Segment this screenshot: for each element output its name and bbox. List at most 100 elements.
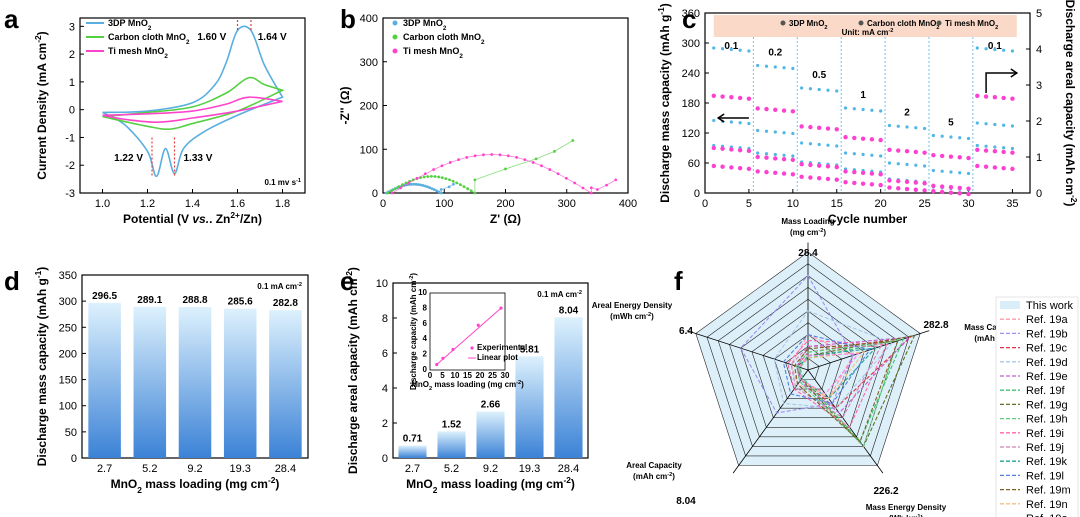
- panel-c-mass-point-0: [861, 107, 865, 112]
- panel-f-series-1: [740, 274, 854, 414]
- panel-c-x-tick-label: 0: [702, 198, 708, 210]
- panel-c-mass-point-1: [966, 171, 971, 176]
- panel-c-mass-point-1: [782, 131, 786, 135]
- panel-c-mass-point-1: [843, 151, 848, 155]
- panel-e-inset-x-tick-label: 25: [488, 371, 497, 380]
- panel-d-y-tick-label: 100: [59, 401, 77, 413]
- panel-a-xlabel: Potential (V vs.. Zn2+/Zn): [123, 210, 262, 226]
- panel-f-legend-10: Ref. 19j: [1026, 442, 1064, 454]
- panel-d-xlabel: MnO2 mass loading (mg cm-2): [111, 475, 280, 495]
- panel-b-legend-swatch-0: [392, 20, 398, 26]
- panel-c-mass-point-2: [1002, 146, 1006, 150]
- panel-c-mass-point-0: [747, 49, 751, 53]
- panel-c-areal-point-2: [860, 181, 866, 186]
- panel-c-mass-point-1: [993, 122, 997, 127]
- panel-c-mass-point-0: [905, 125, 909, 129]
- panel-e-inset-legend-0: Experimental: [477, 343, 527, 352]
- panel-c-areal-point-0: [711, 93, 716, 99]
- panel-c-areal-point-0: [852, 135, 857, 141]
- panel-c-mass-point-1: [747, 121, 751, 126]
- panel-c-areal-point-0: [957, 155, 962, 160]
- panel-c-areal-point-2: [966, 191, 971, 197]
- panel-c-arrow-right: [985, 72, 1017, 93]
- panel-c-y-tick-label: 60: [688, 158, 700, 170]
- panel-f-legend-4: Ref. 19d: [1026, 357, 1068, 369]
- panel-c-areal-point-0: [887, 147, 892, 152]
- panel-c-x-tick-label: 5: [746, 198, 752, 210]
- panel-e-x-tick-label-3: 19.3: [519, 463, 540, 475]
- panel-c-areal-point-1: [948, 185, 954, 190]
- panel-c-areal-point-1: [755, 154, 760, 160]
- panel-e-inset-x-tick-label: 0: [428, 371, 433, 380]
- panel-b-y-tick-label: 300: [360, 57, 378, 69]
- panel-c-areal-point-1: [799, 162, 804, 167]
- panel-c-areal-point-0: [1010, 96, 1015, 101]
- panel-c-legend-band: [713, 15, 1017, 37]
- panel-c-y2-tick-label: 3: [1036, 80, 1042, 92]
- panel-c-rate-label-0: 0.1: [724, 41, 738, 52]
- panel-c-areal-point-0: [975, 93, 980, 99]
- panel-c-areal-point-2: [869, 182, 875, 187]
- panel-e-y-tick-label: 0: [382, 453, 388, 465]
- panel-c-areal-point-2: [852, 180, 857, 186]
- panel-c-areal-point-2: [799, 174, 804, 179]
- panel-c-areal-point-0: [904, 149, 910, 154]
- panel-f-legend-13: Ref. 19m: [1026, 485, 1071, 497]
- panel-f-series-14: [798, 352, 860, 395]
- panel-e-inset-point-4: [499, 306, 503, 310]
- panel-f-axis-max-3: 8.04: [676, 496, 696, 507]
- panel-c-arrow-right-head: [1010, 68, 1019, 78]
- panel-c-areal-point-2: [816, 176, 822, 181]
- panel-c-mass-point-1: [1010, 124, 1015, 128]
- panel-f-series-0: [790, 333, 854, 400]
- panel-e-inset-xlabel: MnO2 mass loading (mg cm-2): [411, 380, 524, 392]
- panel-c-areal-point-2: [1010, 166, 1015, 172]
- panel-c-areal-point-0: [983, 94, 989, 99]
- panel-e-bar-2: [476, 411, 505, 458]
- panel-c-areal-point-0: [896, 148, 901, 153]
- panel-c-areal-point-1: [790, 157, 796, 163]
- panel-c-areal-point-2: [931, 189, 936, 194]
- panel-b-legend-2: Ti mesh MnO2: [403, 46, 463, 60]
- panel-c-y-tick-label: 240: [682, 68, 700, 80]
- panel-c-areal-point-2: [737, 165, 743, 171]
- panel-c-y-tick-label: 360: [682, 8, 700, 20]
- panel-c-mass-point-2: [993, 145, 997, 149]
- panel-c-mass-point-1: [984, 122, 988, 126]
- panel-d-bar-label-0: 296.5: [92, 291, 117, 302]
- panel-a-y-tick-label: 1: [69, 77, 75, 89]
- panel-c-areal-point-2: [825, 176, 831, 182]
- panel-c-x-tick-label: 35: [1006, 198, 1018, 210]
- panel-d-y-tick-label: 150: [59, 375, 77, 387]
- panel-f-legend-15: Ref. 19o: [1026, 513, 1068, 517]
- panel-e-bar-label-2: 2.66: [481, 399, 501, 410]
- panel-a-y-tick-label: -1: [65, 132, 75, 144]
- panel-e-inset-x-tick-label: 20: [476, 371, 485, 380]
- panel-c-mass-point-1: [931, 168, 935, 173]
- panel-a-axes: [79, 17, 306, 194]
- panel-b-x-tick-label: 100: [435, 198, 453, 210]
- panel-e-inset-legend-marker: [470, 346, 474, 350]
- panel-c-mass-point-0: [800, 86, 804, 90]
- panel-letter-b: b: [340, 4, 356, 34]
- panel-c-areal-point-2: [896, 186, 901, 191]
- panel-f-grid-ring: [751, 310, 865, 419]
- panel-e-y-tick-label: 4: [382, 383, 388, 395]
- panel-letter-e: e: [340, 266, 354, 296]
- panel-c-mass-point-0: [1002, 48, 1006, 52]
- panel-e-bar-1: [437, 431, 466, 458]
- panel-c-x-tick-label: 30: [962, 198, 974, 210]
- panel-c-ylabel: Discharge mass capacity (mAh g-1): [656, 3, 672, 203]
- panel-c-rate-label-5: 5: [948, 118, 954, 129]
- panel-c-areal-point-0: [966, 155, 971, 161]
- panel-a-y-tick-label: 3: [69, 21, 75, 33]
- panel-c-mass-point-0: [914, 126, 918, 130]
- panel-f-grid-ring: [717, 275, 899, 447]
- panel-f-legend-5: Ref. 19e: [1026, 371, 1068, 383]
- panel-e-inset-y-tick-label: 4: [423, 334, 428, 343]
- panel-c-areal-point-1: [773, 156, 778, 161]
- panel-b-y-tick-label: 200: [360, 101, 378, 113]
- panel-f-series-7: [796, 340, 899, 448]
- panel-b-series-2: [391, 154, 616, 194]
- panel-c-areal-point-1: [781, 156, 787, 162]
